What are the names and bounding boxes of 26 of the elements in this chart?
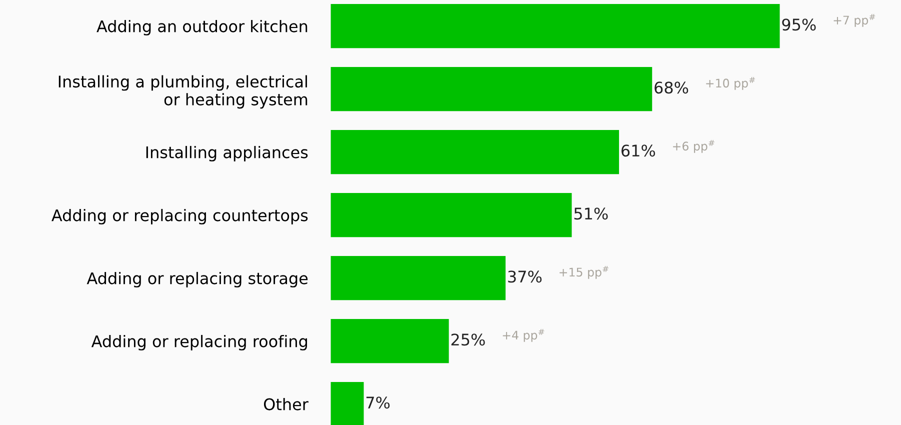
y-tick-label: Adding or replacing roofing <box>91 334 307 350</box>
annotation: +6 pp$^{#}$ <box>673 140 714 153</box>
bar <box>330 318 449 364</box>
annotation: +10 pp$^{#}$ <box>706 76 755 90</box>
bar <box>330 256 506 300</box>
bar <box>330 4 780 48</box>
y-tick-label: Other <box>264 398 308 410</box>
y-tick-label: Adding or replacing countertops <box>52 208 308 224</box>
annotation: +4 pp$^{#}$ <box>502 328 544 342</box>
data-label: 37% <box>508 270 542 283</box>
y-tick-label: Installing appliances <box>146 146 308 162</box>
data-label: 68% <box>654 82 688 94</box>
data-label: 7% <box>366 396 390 409</box>
text: +7 pp$^{#}$ <box>834 14 876 27</box>
data-label: 95% <box>782 18 816 31</box>
bar <box>330 66 652 112</box>
y-tick-label: Adding or replacing storage <box>86 272 308 288</box>
annotation: +15 pp$^{#}$ <box>560 266 608 279</box>
bar <box>330 382 364 425</box>
bar <box>330 192 572 238</box>
y-tick-label: Installing a plumbing, electrical or heating system <box>58 75 308 109</box>
data-label: 61% <box>622 144 656 157</box>
data-label: 25% <box>451 334 485 346</box>
data-label: 51% <box>574 208 608 220</box>
y-tick-label: Adding an outdoor kitchen <box>96 20 308 36</box>
bar <box>330 130 620 174</box>
